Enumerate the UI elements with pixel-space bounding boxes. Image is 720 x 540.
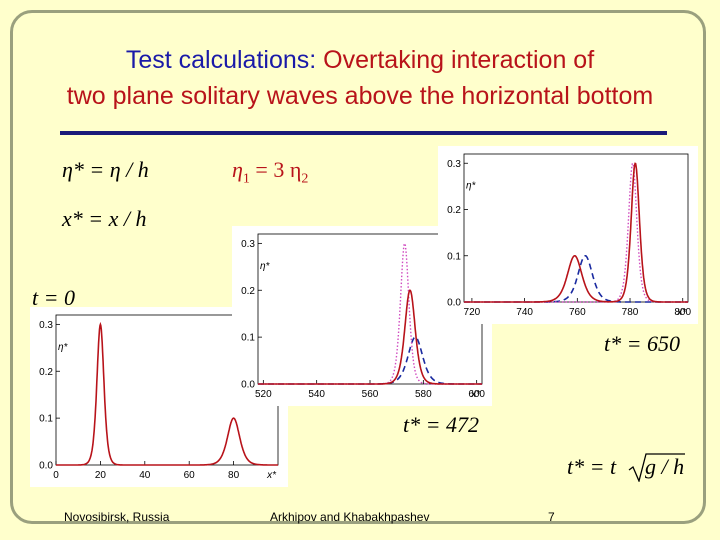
ratio-mid: = 3 η <box>249 157 302 182</box>
y-tick-label: 0.2 <box>39 367 53 378</box>
y-tick-label: 0.3 <box>447 159 461 170</box>
x-tick-label: 720 <box>464 307 481 318</box>
y-tick-label: 0.0 <box>39 461 53 472</box>
amplitude-ratio-equation: η1 = 3 η2 <box>232 157 308 187</box>
slide-frame <box>10 10 706 524</box>
slide-title-line-2: two plane solitary waves above the horiz… <box>66 82 654 110</box>
x-tick-label: 740 <box>516 307 533 318</box>
time-label-t650: t* = 650 <box>604 331 680 356</box>
series-total <box>56 321 278 466</box>
y-axis-label: η* <box>466 181 477 192</box>
eta-scaling-equation: η* = η / h <box>62 157 149 182</box>
y-axis-label: η* <box>58 342 69 353</box>
series-component2 <box>464 255 688 303</box>
y-axis-label: η* <box>260 261 271 272</box>
footer-location: Novosibirsk, Russia <box>64 510 170 524</box>
title-highlight: Overtaking interaction of <box>323 46 595 74</box>
time-label-t0: t = 0 <box>32 285 75 310</box>
y-tick-label: 0.1 <box>39 414 53 425</box>
x-axis-label: x* <box>470 389 481 400</box>
series-total <box>464 162 688 303</box>
x-tick-label: 80 <box>228 470 240 481</box>
ratio-eta1: η <box>232 157 243 182</box>
sqrt-symbol-icon <box>628 453 685 482</box>
footer-authors: Arkhipov and Khabakhpashev <box>270 510 430 524</box>
x-tick-label: 800 <box>674 307 691 318</box>
y-tick-label: 0.1 <box>447 251 461 262</box>
series-component2 <box>258 336 482 385</box>
x-axis-label: x* <box>266 470 277 481</box>
y-tick-label: 0.1 <box>241 333 255 344</box>
y-tick-label: 0.0 <box>241 380 255 391</box>
slide-title-line-1: Test calculations: Overtaking interactio… <box>0 44 720 76</box>
title-divider <box>60 131 667 135</box>
x-tick-label: 20 <box>95 470 107 481</box>
x-tick-label: 580 <box>415 389 432 400</box>
y-tick-label: 0.3 <box>241 239 255 250</box>
x-tick-label: 560 <box>362 389 379 400</box>
time-scaling-lhs: t* = t <box>567 454 617 479</box>
ratio-sub1: 1 <box>242 171 250 187</box>
time-scaling-root: g / h <box>645 454 685 479</box>
title-prefix: Test calculations: <box>125 46 317 74</box>
y-tick-label: 0.2 <box>447 205 461 216</box>
x-tick-label: 60 <box>184 470 196 481</box>
x-tick-label: 540 <box>308 389 325 400</box>
x-tick-label: 780 <box>622 307 639 318</box>
y-tick-label: 0.0 <box>447 298 461 309</box>
x-axis-label: x* <box>676 307 687 318</box>
x-tick-label: 520 <box>255 389 272 400</box>
series-total <box>258 289 482 385</box>
x-tick-label: 600 <box>468 389 485 400</box>
x-tick-label: 760 <box>569 307 586 318</box>
time-label-t472: t* = 472 <box>403 412 479 437</box>
x-tick-label: 0 <box>53 470 59 481</box>
ratio-sub2: 2 <box>301 171 309 187</box>
series-component1 <box>464 162 688 303</box>
x-scaling-equation: x* = x / h <box>62 206 147 231</box>
x-tick-label: 40 <box>139 470 151 481</box>
y-tick-label: 0.2 <box>241 286 255 297</box>
y-tick-label: 0.3 <box>39 320 53 331</box>
footer-page-number: 7 <box>548 510 555 524</box>
